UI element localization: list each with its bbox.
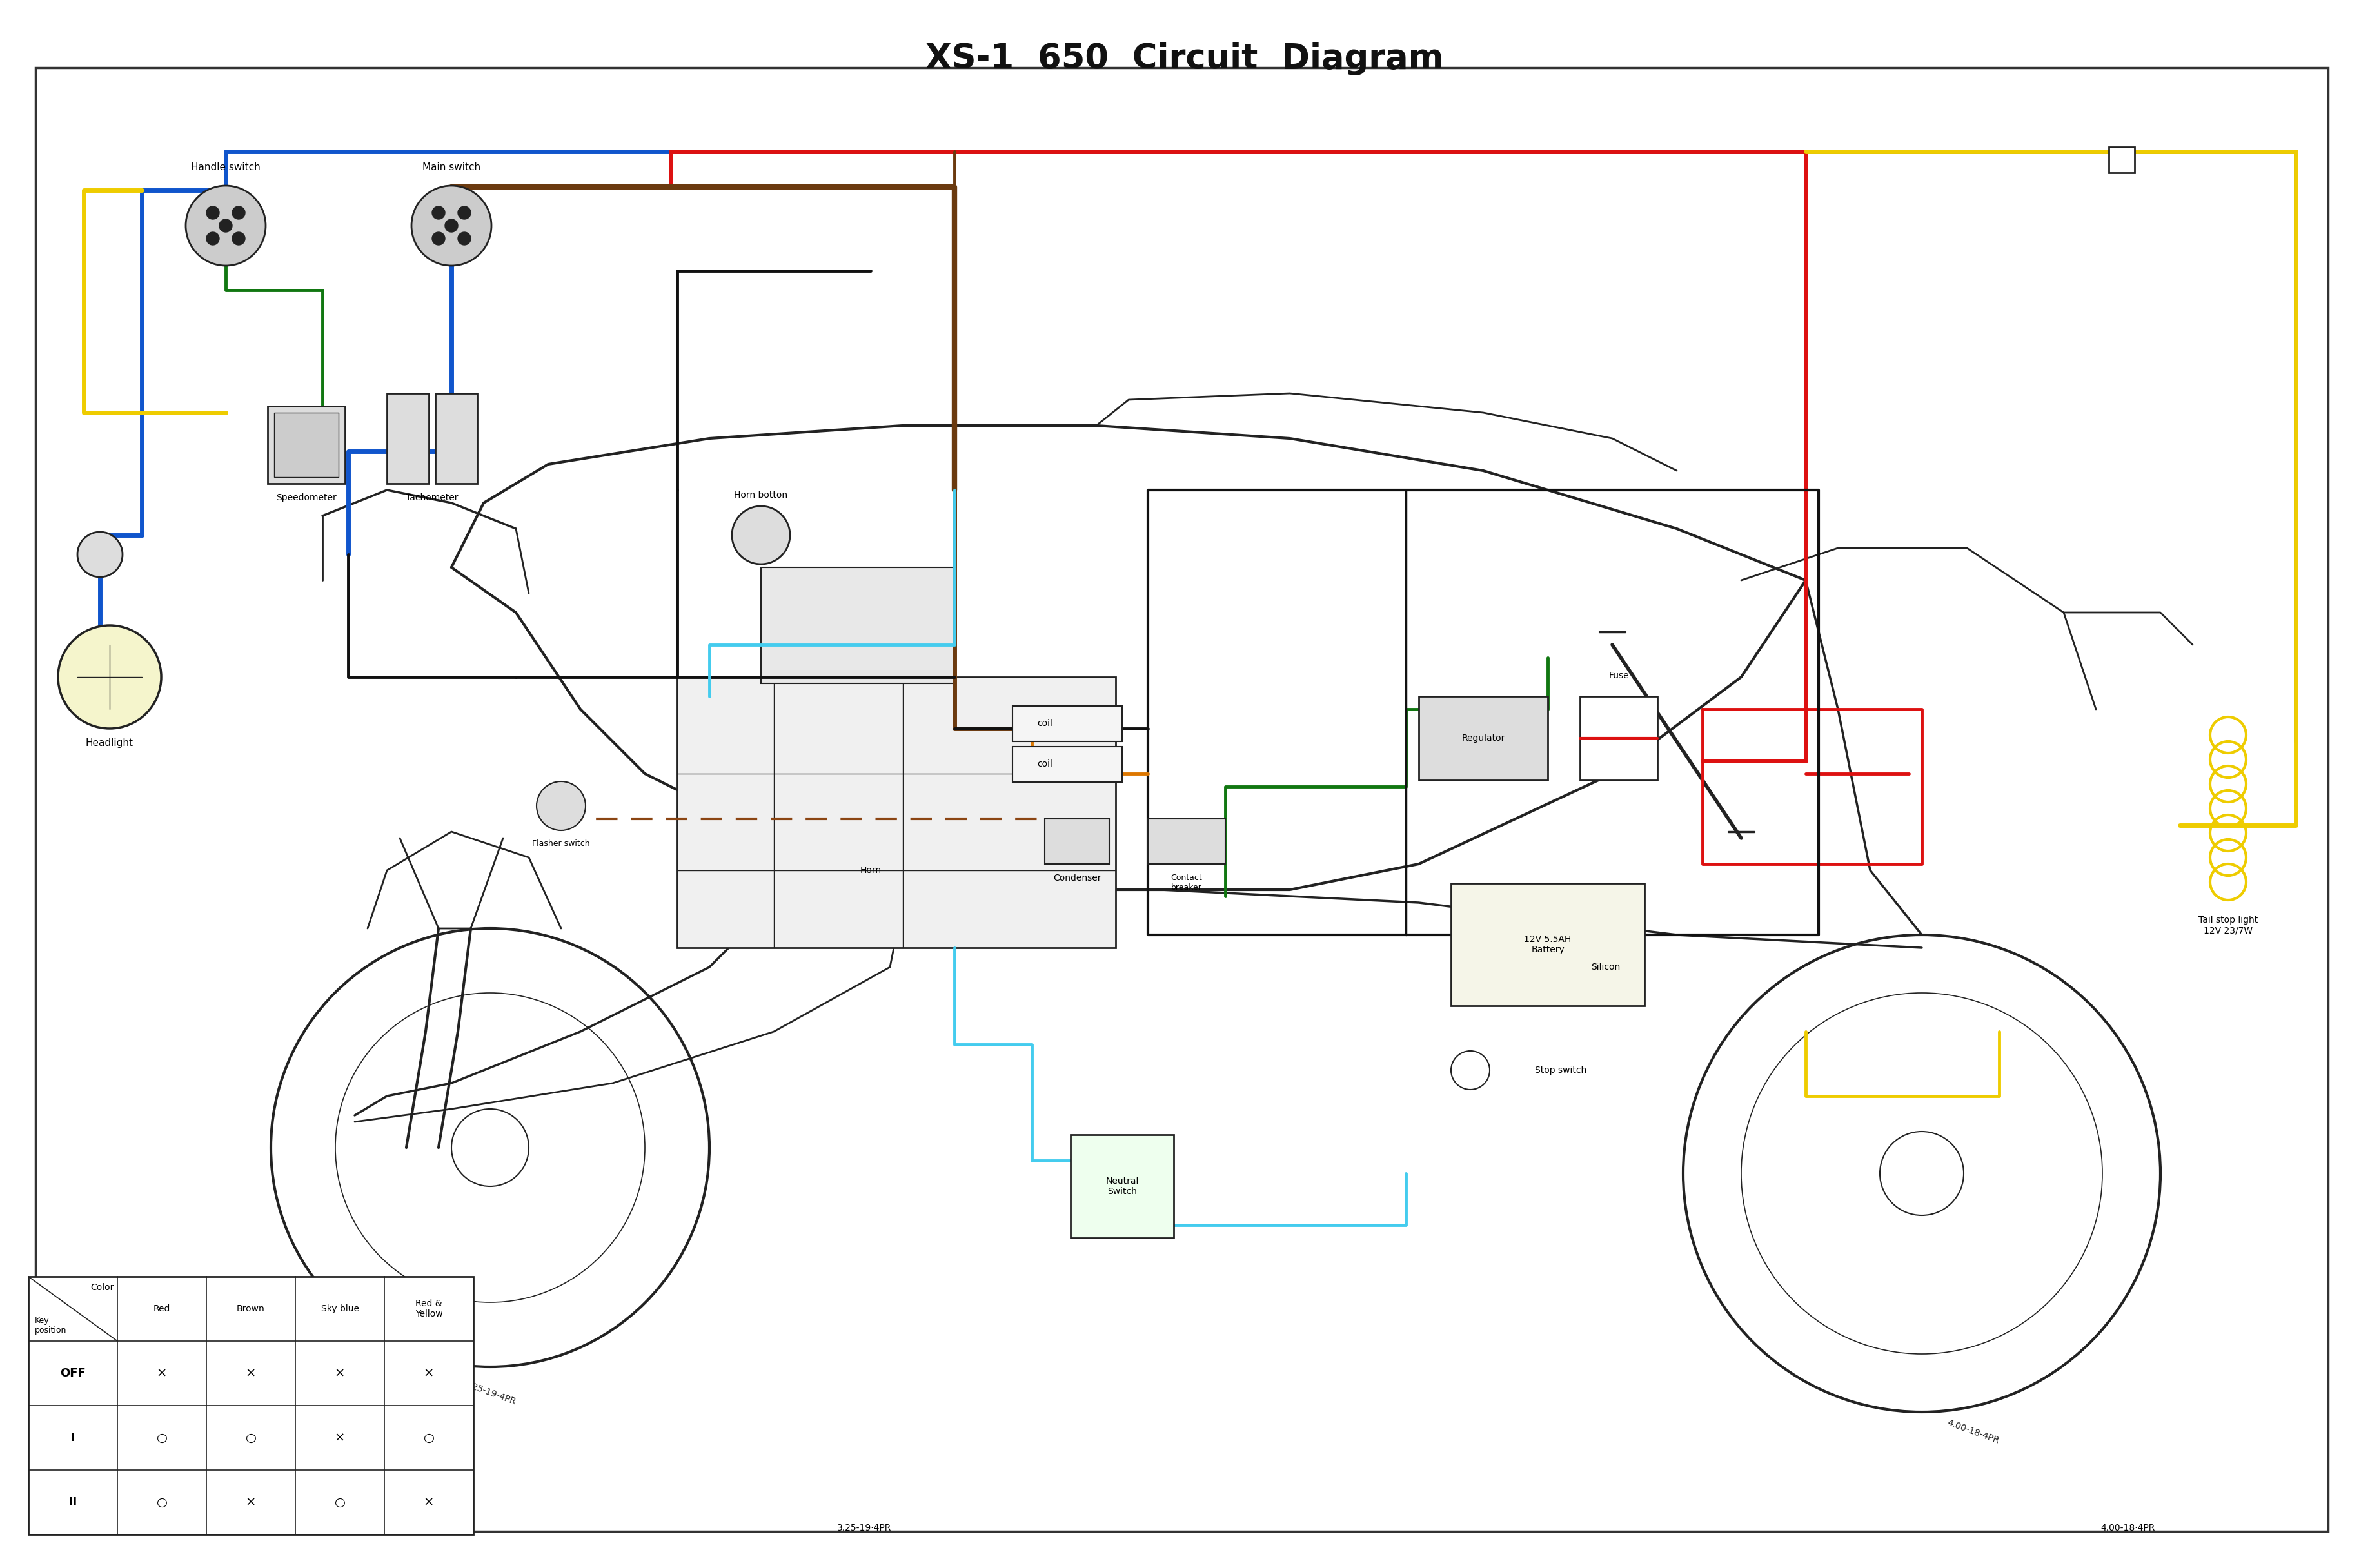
Circle shape <box>206 232 220 245</box>
Text: ×: × <box>246 1367 256 1380</box>
Circle shape <box>446 220 457 232</box>
Text: II: II <box>69 1496 78 1508</box>
Text: ○: ○ <box>334 1496 346 1508</box>
Text: XS-1  650  Circuit  Diagram: XS-1 650 Circuit Diagram <box>927 42 1443 75</box>
Text: 12V 5.5AH
Battery: 12V 5.5AH Battery <box>1524 935 1571 955</box>
Text: Handle switch: Handle switch <box>192 163 261 172</box>
Text: Horn botton: Horn botton <box>735 491 787 500</box>
Text: Silicon: Silicon <box>1590 963 1621 972</box>
Circle shape <box>57 626 161 729</box>
Text: 3.25-19-4PR: 3.25-19-4PR <box>462 1380 517 1406</box>
Bar <box>1420 696 1548 781</box>
Text: Stop switch: Stop switch <box>1536 1066 1586 1074</box>
Bar <box>678 677 1116 947</box>
Text: Sky blue: Sky blue <box>320 1305 358 1314</box>
Text: 4.00-18·4PR: 4.00-18·4PR <box>2100 1524 2154 1532</box>
Bar <box>1581 696 1657 781</box>
Bar <box>386 394 429 483</box>
Text: Tail stop light
12V 23/7W: Tail stop light 12V 23/7W <box>2199 916 2259 935</box>
Bar <box>1012 706 1121 742</box>
Text: 3.25-19·4PR: 3.25-19·4PR <box>837 1524 891 1532</box>
Text: Flasher switch: Flasher switch <box>533 839 590 848</box>
Bar <box>28 1276 474 1535</box>
Text: Tachometer: Tachometer <box>405 494 457 502</box>
Bar <box>1071 1135 1173 1237</box>
Bar <box>2109 147 2135 172</box>
Circle shape <box>536 781 585 831</box>
Text: Red: Red <box>154 1305 171 1314</box>
Bar <box>1450 883 1645 1005</box>
Circle shape <box>431 232 446 245</box>
Text: ×: × <box>334 1432 346 1444</box>
Text: Regulator: Regulator <box>1462 734 1505 743</box>
Circle shape <box>206 207 220 220</box>
Text: OFF: OFF <box>59 1367 85 1380</box>
Text: ×: × <box>246 1496 256 1508</box>
Circle shape <box>457 207 472 220</box>
Text: ×: × <box>424 1496 434 1508</box>
Text: Main switch: Main switch <box>422 163 481 172</box>
Circle shape <box>220 220 232 232</box>
Text: Neutral
Switch: Neutral Switch <box>1104 1176 1138 1196</box>
Circle shape <box>78 532 123 577</box>
Circle shape <box>1450 1051 1491 1090</box>
Text: coil: coil <box>1038 759 1052 768</box>
Text: Headlight: Headlight <box>85 739 133 748</box>
Text: ×: × <box>334 1367 346 1380</box>
Text: 4.00-18-4PR: 4.00-18-4PR <box>1946 1419 2000 1446</box>
Bar <box>1147 818 1225 864</box>
Bar <box>1045 818 1109 864</box>
Bar <box>275 412 339 477</box>
Circle shape <box>185 185 265 265</box>
Text: ○: ○ <box>156 1496 168 1508</box>
Text: Horn: Horn <box>860 866 882 875</box>
Text: ○: ○ <box>156 1432 168 1444</box>
Bar <box>436 394 476 483</box>
Text: Color: Color <box>90 1283 114 1292</box>
Bar <box>1012 746 1121 782</box>
Text: Key
position: Key position <box>36 1317 66 1334</box>
Text: Contact
breaker: Contact breaker <box>1171 873 1202 892</box>
Text: Condenser: Condenser <box>1052 873 1102 883</box>
Bar <box>268 406 346 483</box>
Circle shape <box>232 232 244 245</box>
Text: ×: × <box>424 1367 434 1380</box>
Circle shape <box>412 185 491 265</box>
Text: Red &
Yellow: Red & Yellow <box>415 1298 443 1319</box>
Text: Fuse: Fuse <box>1609 671 1628 681</box>
Text: Speedometer: Speedometer <box>275 494 337 502</box>
Text: Brown: Brown <box>237 1305 265 1314</box>
Circle shape <box>232 207 244 220</box>
Circle shape <box>431 207 446 220</box>
Text: ×: × <box>156 1367 168 1380</box>
Text: I: I <box>71 1432 76 1444</box>
Bar <box>761 568 955 684</box>
Text: ○: ○ <box>424 1432 434 1444</box>
Circle shape <box>457 232 472 245</box>
Circle shape <box>732 506 789 564</box>
Text: coil: coil <box>1038 718 1052 728</box>
Text: ○: ○ <box>246 1432 256 1444</box>
